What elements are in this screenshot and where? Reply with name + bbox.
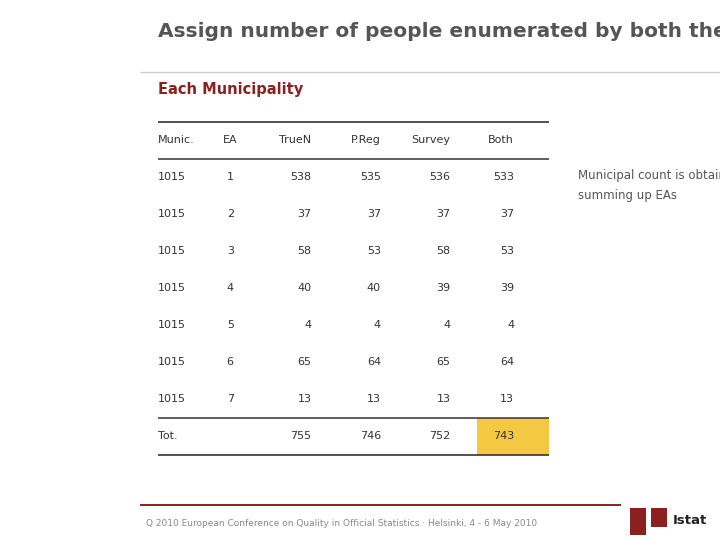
Text: 39: 39 — [436, 284, 451, 293]
Text: Sampling strategy for
the dual-system
correction of the under-
coverage in the R: Sampling strategy for the dual-system co… — [14, 30, 108, 99]
Text: 58: 58 — [297, 246, 311, 256]
Text: 40: 40 — [366, 284, 381, 293]
Text: 5: 5 — [227, 320, 234, 330]
Text: Each Municipality: Each Municipality — [158, 82, 303, 97]
Text: Tot.: Tot. — [158, 431, 177, 441]
Text: 37: 37 — [366, 209, 381, 219]
Text: 533: 533 — [493, 172, 514, 182]
Text: 64: 64 — [366, 357, 381, 367]
Text: Assign number of people enumerated by both the lists: Assign number of people enumerated by bo… — [158, 22, 720, 42]
Text: 65: 65 — [436, 357, 451, 367]
Text: 65: 65 — [297, 357, 311, 367]
Text: P.Reg: P.Reg — [351, 135, 381, 145]
Text: 1015: 1015 — [158, 394, 186, 404]
Text: 39: 39 — [500, 284, 514, 293]
Text: 536: 536 — [430, 172, 451, 182]
Text: 13: 13 — [367, 394, 381, 404]
Text: 746: 746 — [360, 431, 381, 441]
Bar — [651, 508, 667, 527]
Text: 1015: 1015 — [158, 172, 186, 182]
Text: 13: 13 — [297, 394, 311, 404]
Circle shape — [133, 448, 161, 540]
Text: 2: 2 — [227, 209, 234, 219]
Point — [545, 451, 554, 458]
Text: Survey: Survey — [412, 135, 451, 145]
Text: Munic.: Munic. — [158, 135, 194, 145]
Text: 3: 3 — [227, 246, 234, 256]
Point — [153, 156, 162, 162]
Text: 40: 40 — [297, 284, 311, 293]
Text: 538: 538 — [290, 172, 311, 182]
Point — [545, 118, 554, 125]
Bar — [477, 418, 549, 455]
Text: 13: 13 — [500, 394, 514, 404]
Text: TrueN: TrueN — [279, 135, 311, 145]
Text: 6: 6 — [227, 357, 234, 367]
Point — [545, 156, 554, 162]
Text: 4: 4 — [507, 320, 514, 330]
Text: 4: 4 — [305, 320, 311, 330]
Text: 1015: 1015 — [158, 246, 186, 256]
Text: EA: EA — [223, 135, 238, 145]
Text: 1015: 1015 — [158, 320, 186, 330]
Point — [545, 415, 554, 421]
Text: 64: 64 — [500, 357, 514, 367]
Text: 1015: 1015 — [158, 209, 186, 219]
Text: 1015: 1015 — [158, 284, 186, 293]
Text: 755: 755 — [290, 431, 311, 441]
Text: 37: 37 — [436, 209, 451, 219]
Text: Istat: Istat — [672, 514, 707, 527]
Text: 13: 13 — [436, 394, 451, 404]
Text: 53: 53 — [367, 246, 381, 256]
Text: 752: 752 — [429, 431, 451, 441]
Text: Q 2010 European Conference on Quality in Official Statistics · Helsinki, 4 - 6 M: Q 2010 European Conference on Quality in… — [146, 519, 537, 528]
Point — [153, 415, 162, 421]
Text: 7: 7 — [227, 394, 234, 404]
Text: 743: 743 — [493, 431, 514, 441]
Text: 535: 535 — [360, 172, 381, 182]
Text: 4: 4 — [374, 320, 381, 330]
Text: 58: 58 — [436, 246, 451, 256]
Text: 4: 4 — [227, 284, 234, 293]
Text: 53: 53 — [500, 246, 514, 256]
Text: Both: Both — [488, 135, 514, 145]
Text: Municipal count is obtained
summing up EAs: Municipal count is obtained summing up E… — [578, 169, 720, 202]
Text: 37: 37 — [500, 209, 514, 219]
Text: 37: 37 — [297, 209, 311, 219]
Text: 1: 1 — [227, 172, 234, 182]
Bar — [630, 508, 647, 535]
Point — [153, 118, 162, 125]
Text: 1015: 1015 — [158, 357, 186, 367]
Point — [153, 451, 162, 458]
Text: 4: 4 — [444, 320, 451, 330]
